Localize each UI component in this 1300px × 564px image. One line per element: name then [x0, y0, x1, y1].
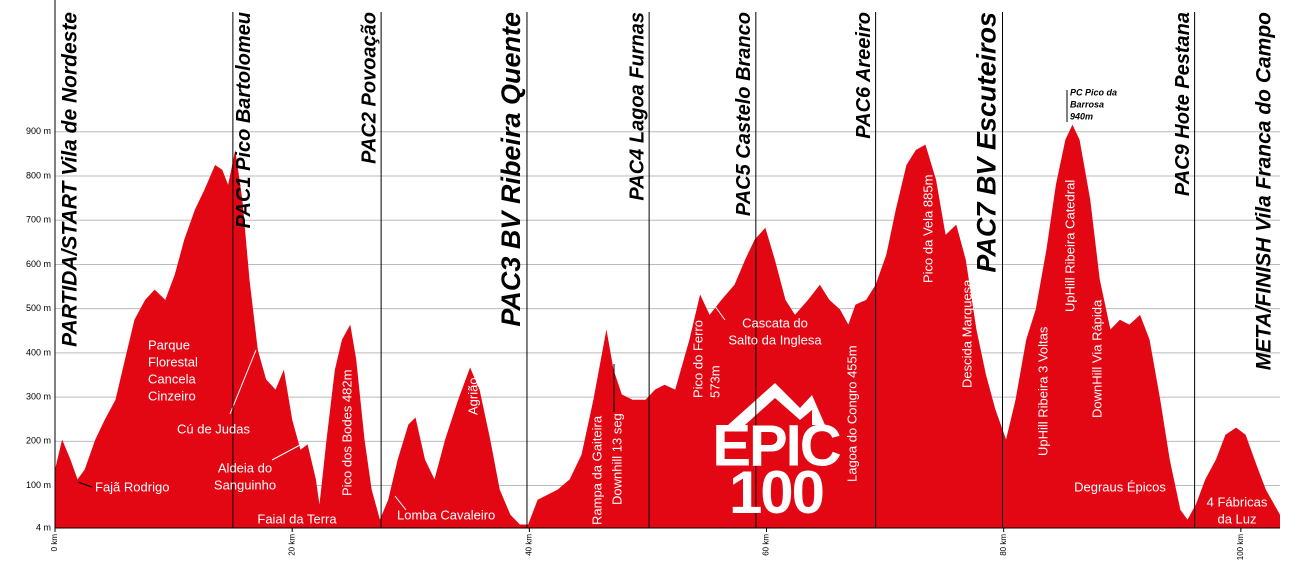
leader-line [77, 481, 93, 488]
annotation: Salto da Inglesa [728, 332, 822, 347]
annotation: 940m [1070, 111, 1093, 121]
overlay: 4 m 100 m 200 m 300 m 400 m 500 m 600 m 700 m 80… [26, 0, 1280, 560]
annotation: Faial da Terra [257, 511, 337, 526]
x-tick-label: 60 km [762, 534, 771, 556]
checkpoint-label: PAC7 BV Escuteiros [972, 12, 1002, 273]
y-tick-label: 100 m [26, 480, 51, 490]
x-tick-label: 20 km [287, 534, 296, 556]
y-tick-label: 200 m [26, 436, 51, 446]
profile [55, 124, 1280, 528]
annotation: UpHill Ribeira Catedral [1062, 180, 1077, 312]
logo-text: EPIC [712, 413, 840, 478]
x-tick-label: 40 km [524, 534, 533, 556]
logo-icon [728, 383, 825, 425]
annotation: Sanguinho [214, 477, 276, 492]
annotation: Rampa da Gaiteira [589, 415, 604, 525]
checkpoint-label: PAC9 Hote Pestana [1172, 12, 1194, 196]
annotation: Lagoa do Congro 455m [844, 345, 859, 482]
checkpoint-label: PAC2 Povoação [358, 12, 380, 164]
y-tick-label: 600 m [26, 259, 51, 269]
annotation: Fajã Rodrigo [95, 479, 169, 494]
y-tick-label: 300 m [26, 391, 51, 401]
annotation: Downhill 13 seg [609, 413, 624, 505]
checkpoint-label: META/FINISH Vila Franca do Campo [1253, 12, 1276, 370]
checkpoint-label: PAC6 Areeiro [853, 12, 875, 139]
annotation: Agrião [465, 377, 480, 415]
y-tick-label: 800 m [26, 170, 51, 180]
y-tick-label: 500 m [26, 303, 51, 313]
leader-line [271, 444, 301, 461]
annotation: Pico do Ferro [690, 320, 705, 398]
annotation: PC Pico da [1070, 87, 1117, 97]
y-tick-label: 4 m [36, 522, 51, 532]
annotation: Parque [148, 337, 190, 352]
elevation-area [55, 124, 1280, 528]
x-tick-label: 80 km [999, 534, 1008, 556]
y-tick-label: 900 m [26, 126, 51, 136]
annotation: Cinzeiro [148, 388, 196, 403]
leader-line [229, 349, 257, 415]
annotation: Cancela [148, 371, 196, 386]
logo-text: 100 [729, 459, 823, 526]
annotation: Degraus Épicos [1074, 479, 1166, 494]
x-tick-label: 0 km [50, 534, 59, 552]
annotation: Cú de Judas [177, 421, 250, 436]
annotation: Pico da Vela 885m [920, 175, 935, 283]
checkpoint-label: PARTIDA/START Vila de Nordeste [59, 12, 82, 347]
checkpoint-label: PAC3 BV Ribeira Quente [496, 12, 526, 327]
annotation: Descida Marquesa [959, 279, 974, 388]
annotation: Lomba Cavaleiro [397, 507, 495, 522]
leader-line [711, 301, 726, 321]
annotation: DownHill Via Rápida [1089, 299, 1104, 418]
annotation: Cascata do [742, 315, 808, 330]
annotation: Florestal [148, 354, 198, 369]
checkpoint-label: PAC1 Pico Bartolomeu [233, 12, 255, 228]
y-tick-label: 700 m [26, 215, 51, 225]
checkpoint-label: PAC5 Castelo Branco [733, 12, 755, 216]
annotation: 4 Fábricas [1207, 494, 1268, 509]
annotation: UpHill Ribeira 3 Voltas [1035, 326, 1050, 456]
annotation: da Luz [1217, 511, 1256, 526]
annotation: Pico dos Bodes 482m [339, 370, 354, 496]
x-tick-label: 100 km [1236, 534, 1245, 561]
annotation: Aldeia do [218, 460, 272, 475]
y-tick-label: 400 m [26, 347, 51, 357]
annotation: 573m [707, 365, 722, 398]
annotation: Barrosa [1070, 99, 1104, 109]
checkpoint-label: PAC4 Lagoa Furnas [626, 12, 648, 201]
leader-line [394, 495, 407, 511]
